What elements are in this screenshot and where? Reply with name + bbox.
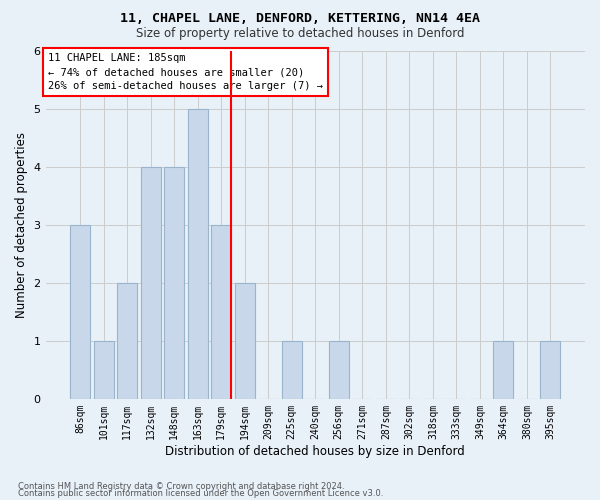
Bar bbox=[117, 283, 137, 399]
Bar bbox=[329, 341, 349, 399]
Bar bbox=[140, 168, 161, 399]
Text: 11 CHAPEL LANE: 185sqm
← 74% of detached houses are smaller (20)
26% of semi-det: 11 CHAPEL LANE: 185sqm ← 74% of detached… bbox=[48, 53, 323, 91]
Bar bbox=[493, 341, 514, 399]
Bar bbox=[188, 110, 208, 399]
Text: 11, CHAPEL LANE, DENFORD, KETTERING, NN14 4EA: 11, CHAPEL LANE, DENFORD, KETTERING, NN1… bbox=[120, 12, 480, 26]
Bar bbox=[235, 283, 255, 399]
Bar bbox=[94, 341, 113, 399]
Text: Contains public sector information licensed under the Open Government Licence v3: Contains public sector information licen… bbox=[18, 490, 383, 498]
Bar bbox=[282, 341, 302, 399]
Bar bbox=[541, 341, 560, 399]
Bar bbox=[211, 225, 231, 399]
Text: Contains HM Land Registry data © Crown copyright and database right 2024.: Contains HM Land Registry data © Crown c… bbox=[18, 482, 344, 491]
Bar bbox=[70, 225, 90, 399]
Text: Size of property relative to detached houses in Denford: Size of property relative to detached ho… bbox=[136, 28, 464, 40]
X-axis label: Distribution of detached houses by size in Denford: Distribution of detached houses by size … bbox=[166, 444, 465, 458]
Bar bbox=[164, 168, 184, 399]
Y-axis label: Number of detached properties: Number of detached properties bbox=[15, 132, 28, 318]
